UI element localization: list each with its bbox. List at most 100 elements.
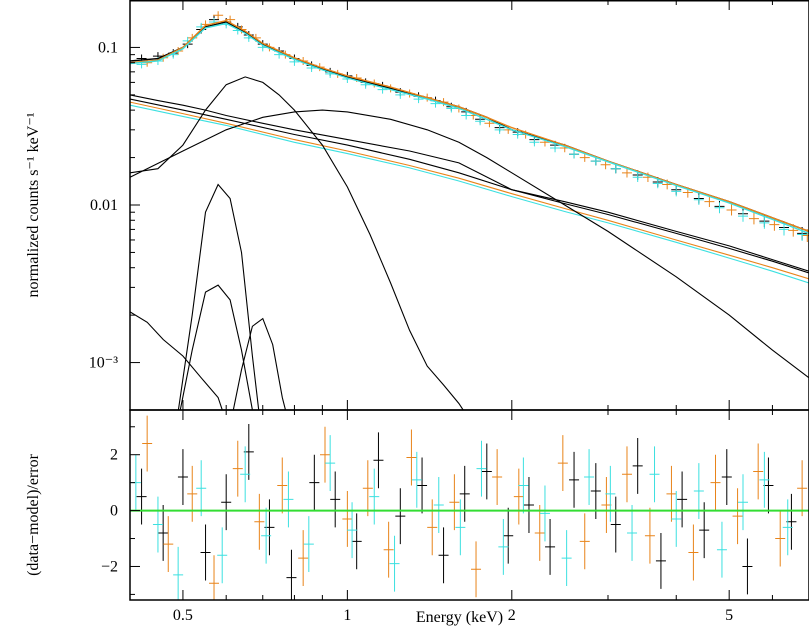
residual-point <box>644 507 655 564</box>
spectrum-data-point <box>475 117 486 126</box>
model-component-line <box>130 109 809 379</box>
residual-point <box>325 435 336 492</box>
residual-point <box>763 457 774 514</box>
energy-x-axis-label: Energy (keV) <box>416 609 503 626</box>
residual-point <box>362 460 373 517</box>
residual-point <box>449 474 460 531</box>
spectrum-y-tick-label: 0.1 <box>98 39 118 56</box>
spectrum-data-point <box>704 196 715 207</box>
residual-point <box>142 415 153 472</box>
residual-point <box>152 496 163 553</box>
residual-point <box>775 510 786 567</box>
spectrum-data-point <box>494 125 505 134</box>
model-component-line <box>177 183 260 410</box>
residual-point <box>523 477 534 533</box>
residual-point <box>621 446 632 503</box>
residual-point <box>513 468 524 525</box>
residual-point <box>742 538 753 595</box>
residual-point <box>569 451 580 508</box>
spectrum-data-point <box>529 138 540 147</box>
spectrum-y-axis-label: normalized counts s⁻¹ keV⁻¹ <box>25 112 42 297</box>
x-tick-label: 2 <box>508 607 516 624</box>
residual-point <box>610 496 621 553</box>
residual-series <box>136 423 797 600</box>
residual-point <box>342 491 353 547</box>
residual-point <box>627 505 638 561</box>
residual-point <box>330 471 341 528</box>
residual-point <box>649 446 660 503</box>
residual-point <box>303 516 314 573</box>
residual-point <box>232 440 243 497</box>
residual-y-tick-label: −2 <box>101 558 118 575</box>
spectrum-axis-ticks: 0.1 0.01 10⁻³ <box>89 0 809 411</box>
spectrum-y-tick-label: 0.01 <box>90 197 118 214</box>
residual-point <box>481 443 492 500</box>
residual-point <box>163 516 174 573</box>
spectrum-data-point <box>461 111 472 120</box>
residual-point <box>655 532 666 589</box>
residual-point <box>395 488 406 545</box>
residual-point <box>200 524 211 581</box>
spectrum-data-series <box>136 18 808 241</box>
residual-point <box>298 530 309 587</box>
spectrum-data-point <box>748 212 759 225</box>
residuals-plot-area <box>130 415 809 600</box>
model-total-line <box>130 19 809 233</box>
residual-point <box>411 451 422 508</box>
residual-point <box>492 449 503 505</box>
spectrum-data-point <box>579 153 590 162</box>
residual-point <box>217 527 228 584</box>
model-component-line <box>232 317 287 410</box>
residual-point <box>433 477 444 533</box>
residual-point <box>632 437 643 494</box>
residual-point <box>677 471 688 528</box>
model-component-line <box>130 101 809 280</box>
model-component-line <box>130 76 464 410</box>
residual-point <box>283 471 294 528</box>
residual-point <box>710 454 721 511</box>
spectrum-data-point <box>600 160 611 170</box>
residual-point <box>738 474 749 531</box>
residual-point <box>438 527 449 584</box>
residual-point <box>471 541 482 598</box>
spectrum-y-tick-label: 10⁻³ <box>89 355 118 372</box>
x-tick-label: 5 <box>725 607 733 624</box>
model-component-line <box>179 284 253 410</box>
residual-point <box>351 513 362 570</box>
residual-y-tick-label: 2 <box>110 447 118 464</box>
spectrum-plot-area <box>130 11 809 410</box>
residual-point <box>534 505 545 561</box>
residual-point <box>254 493 265 550</box>
spectrum-data-point <box>652 178 663 189</box>
residual-point <box>601 477 612 533</box>
spectrum-data-point <box>759 216 770 229</box>
residual-point <box>286 549 297 600</box>
residuals-panel-frame <box>129 409 809 601</box>
residual-point <box>759 451 770 508</box>
spectrum-data-point <box>738 210 749 222</box>
residual-y-tick-label: 0 <box>110 503 118 520</box>
residual-point <box>753 443 764 500</box>
residual-point <box>579 513 590 570</box>
spectrum-data-point <box>632 172 643 182</box>
residual-point <box>605 465 616 522</box>
residual-point <box>319 426 330 483</box>
residual-point <box>476 440 487 497</box>
model-component-line <box>130 98 809 274</box>
spectrum-data-point <box>693 194 704 205</box>
residual-point <box>721 449 732 505</box>
residual-point <box>221 474 232 531</box>
residual-point <box>209 555 220 600</box>
residual-point <box>732 488 743 545</box>
residual-point <box>561 530 572 587</box>
spectrum-data-point <box>610 164 621 174</box>
spectrum-data-point <box>213 11 224 20</box>
residual-point <box>584 449 595 505</box>
residual-point <box>309 454 320 511</box>
spectrum-panel: 0.1 0.01 10⁻³ normalized counts s⁻¹ keV⁻¹ <box>25 0 809 411</box>
residual-point <box>261 507 272 564</box>
residual-point <box>196 460 207 517</box>
residual-point <box>158 505 169 561</box>
residual-point <box>240 446 251 503</box>
